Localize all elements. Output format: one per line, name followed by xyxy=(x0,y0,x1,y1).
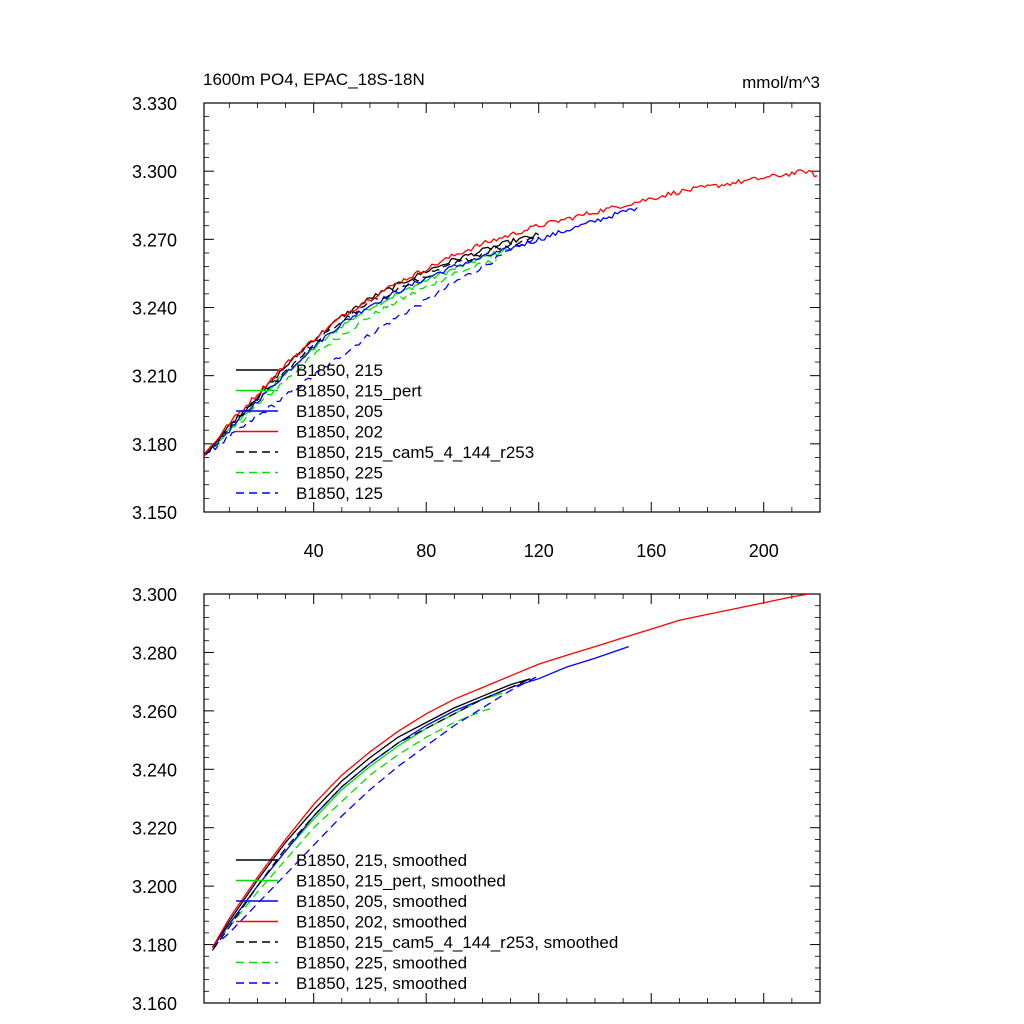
y-tick-label: 3.240 xyxy=(132,299,177,319)
x-tick-label: 80 xyxy=(416,541,436,561)
y-tick-label: 3.160 xyxy=(132,994,177,1014)
legend-label: B1850, 205, smoothed xyxy=(296,892,467,911)
legend-label: B1850, 205 xyxy=(296,402,383,421)
y-tick-label: 3.300 xyxy=(132,585,177,605)
x-tick-label: 120 xyxy=(524,541,554,561)
legend-label: B1850, 125, smoothed xyxy=(296,974,467,993)
x-tick-label: 200 xyxy=(749,541,779,561)
legend-label: B1850, 225, smoothed xyxy=(296,954,467,973)
legend-label: B1850, 202, smoothed xyxy=(296,913,467,932)
series-line xyxy=(204,169,818,457)
series-line xyxy=(204,236,540,455)
y-tick-label: 3.200 xyxy=(132,877,177,897)
legend-label: B1850, 215_cam5_4_144_r253, smoothed xyxy=(296,933,618,952)
y-tick-label: 3.280 xyxy=(132,643,177,663)
series-line xyxy=(211,707,494,948)
y-tick-label: 3.330 xyxy=(132,94,177,114)
series-line xyxy=(204,259,497,455)
panel-2: 3.160 3.180 3.200 3.220 3.240 3.260 3.280 3.300… xyxy=(132,585,821,1014)
series-line xyxy=(211,594,809,948)
y-tick-label: 3.300 xyxy=(132,162,177,182)
y-tick-label: 3.180 xyxy=(132,435,177,455)
series-line xyxy=(204,207,638,454)
legend-label: B1850, 225 xyxy=(296,464,383,483)
chart-units: mmol/m^3 xyxy=(742,73,820,92)
series-line xyxy=(211,645,629,948)
legend-label: B1850, 215_pert xyxy=(296,382,422,401)
series-lines xyxy=(204,169,818,457)
legend-label: B1850, 215_cam5_4_144_r253 xyxy=(296,443,534,462)
legend-label: B1850, 215 xyxy=(296,361,383,380)
x-tick-label: 160 xyxy=(636,541,666,561)
x-tick-label: 40 xyxy=(304,541,324,561)
series-line xyxy=(204,236,539,457)
y-tick-label: 3.240 xyxy=(132,760,177,780)
legend-label: B1850, 215, smoothed xyxy=(296,851,467,870)
chart-title: 1600m PO4, EPAC_18S-18N xyxy=(203,70,425,89)
plot-frame xyxy=(203,593,821,1004)
legend-label: B1850, 125 xyxy=(296,484,383,503)
y-tick-label: 3.180 xyxy=(132,936,177,956)
legend-label: B1850, 215_pert, smoothed xyxy=(296,872,506,891)
y-tick-label: 3.270 xyxy=(132,230,177,250)
y-tick-label: 3.150 xyxy=(132,503,177,523)
panel-1: 3.150 3.180 3.210 3.240 3.270 3.300 3.330 40 80 1… xyxy=(132,94,821,561)
legend: B1850, 215, smoothed B1850, 215_pert, smo… xyxy=(236,851,618,993)
series-line xyxy=(211,678,531,951)
y-tick-label: 3.260 xyxy=(132,702,177,722)
series-line xyxy=(211,675,539,948)
y-tick-label: 3.210 xyxy=(132,367,177,387)
y-tick-label: 3.220 xyxy=(132,819,177,839)
legend-label: B1850, 202 xyxy=(296,423,383,442)
